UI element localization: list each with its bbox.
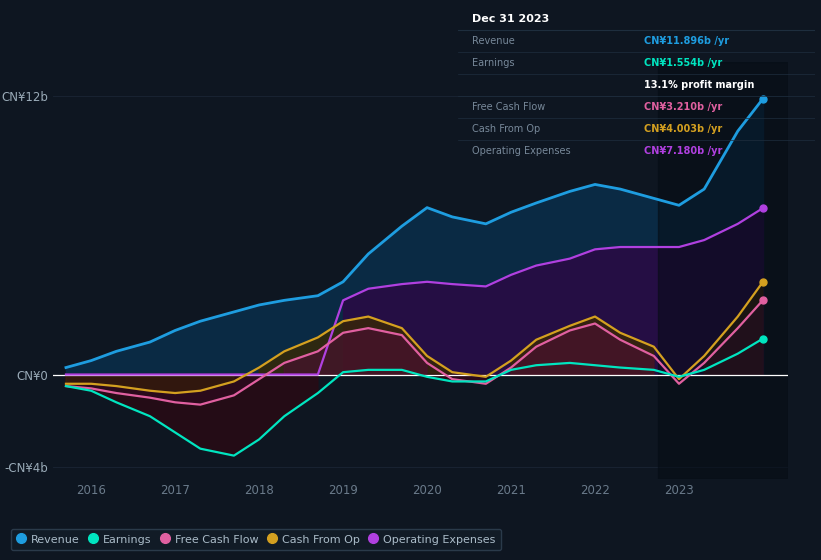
Text: 13.1% profit margin: 13.1% profit margin — [644, 80, 754, 90]
Text: CN¥3.210b /yr: CN¥3.210b /yr — [644, 102, 722, 112]
Text: Dec 31 2023: Dec 31 2023 — [472, 15, 549, 24]
Text: Cash From Op: Cash From Op — [472, 124, 541, 134]
Legend: Revenue, Earnings, Free Cash Flow, Cash From Op, Operating Expenses: Revenue, Earnings, Free Cash Flow, Cash … — [11, 529, 501, 550]
Text: CN¥1.554b /yr: CN¥1.554b /yr — [644, 58, 722, 68]
Bar — [658, 62, 788, 479]
Text: CN¥7.180b /yr: CN¥7.180b /yr — [644, 146, 722, 156]
Text: Free Cash Flow: Free Cash Flow — [472, 102, 546, 112]
Text: Earnings: Earnings — [472, 58, 515, 68]
Text: CN¥11.896b /yr: CN¥11.896b /yr — [644, 36, 729, 46]
Text: CN¥4.003b /yr: CN¥4.003b /yr — [644, 124, 722, 134]
Text: Revenue: Revenue — [472, 36, 515, 46]
Text: Operating Expenses: Operating Expenses — [472, 146, 571, 156]
